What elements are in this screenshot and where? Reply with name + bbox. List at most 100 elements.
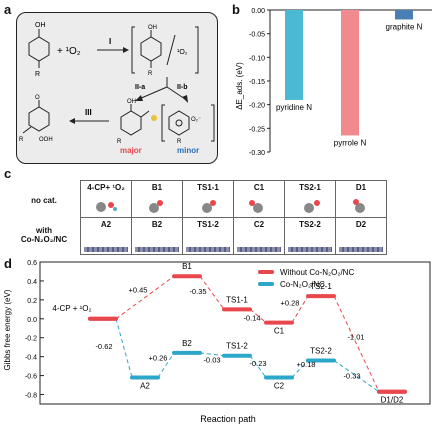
chart-d-annotation: -1.01 xyxy=(347,333,364,342)
svg-text:R: R xyxy=(177,139,182,145)
star-marker xyxy=(151,115,157,121)
oh-label: OH xyxy=(35,22,46,29)
chart-d-tick-label: 0.0 xyxy=(27,317,37,324)
svg-text:OH: OH xyxy=(148,25,157,31)
chart-d-frame xyxy=(39,261,431,405)
chart-d-xlabel: Reaction path xyxy=(200,414,256,424)
chart-d-annotation: +0.26 xyxy=(149,353,168,362)
reaction-scheme-panel: OH R + ¹O₂ I OH R ¹O₂ II-a II-b xyxy=(16,12,218,164)
chart-d-state-label: C1 xyxy=(274,327,285,336)
panel-label-d: d xyxy=(4,256,12,271)
o2-in-bracket: ¹O₂ xyxy=(177,49,188,56)
chart-b-tick-label: -0.05 xyxy=(249,32,265,39)
chart-d-annotation: +0.28 xyxy=(281,299,300,308)
panel-label-c: c xyxy=(4,166,12,181)
chart-b-bar xyxy=(395,10,413,20)
legend-swatch-red xyxy=(258,270,274,274)
table-cell: TS2-2 xyxy=(284,217,336,255)
chart-d-state-label: TS1-2 xyxy=(226,342,248,351)
chart-d-state-label: TS1-1 xyxy=(226,295,248,304)
step-3-label: III xyxy=(85,108,92,117)
panel-label-b: b xyxy=(232,2,240,17)
svg-text:OH: OH xyxy=(127,99,136,105)
table-cell: D2 xyxy=(335,217,387,255)
chart-b-bar-label: graphite N xyxy=(386,22,423,31)
reaction-scheme: OH R + ¹O₂ I OH R ¹O₂ II-a II-b xyxy=(19,22,215,155)
chart-d-state-label: B1 xyxy=(182,262,192,271)
energy-profile-chart: Gibbs free energy (eV) Reaction path 0.6… xyxy=(3,260,431,424)
svg-text:R: R xyxy=(148,71,153,77)
chart-d-connector xyxy=(291,360,309,378)
chart-b-bar-label: pyrrole N xyxy=(334,138,367,147)
ooh-label: OOH xyxy=(39,137,53,143)
chart-d-annotation: -0.62 xyxy=(95,342,112,351)
chart-d-connector xyxy=(249,308,267,323)
chart-d-annotation: +0.45 xyxy=(129,285,148,294)
chart-d-annotation: -0.03 xyxy=(203,355,220,364)
chart-d-state-label: TS2-2 xyxy=(310,346,332,355)
chart-d-tick-label: -0.4 xyxy=(25,355,37,362)
chart-d-state-label: D1/D2 xyxy=(381,396,404,405)
chart-d-tick-label: -0.2 xyxy=(25,336,37,343)
table-row: 4-CP+ ¹O₂ B1 TS1-1 C1 TS2-1 D1 xyxy=(80,180,387,218)
row-label-with-cat: with Co-N₂O₂/NC xyxy=(20,226,68,244)
table-cell: A2 xyxy=(80,217,132,255)
chart-d-state-label: 4-CP + ¹O₂ xyxy=(52,304,91,313)
table-cell: B1 xyxy=(131,180,183,218)
step-1-label: I xyxy=(109,37,111,46)
chart-b-ylabel: ΔE_ads. (eV) xyxy=(235,62,244,110)
legend-label-no-cat: Without Co-N₂O₂/NC xyxy=(280,268,354,277)
table-cell: TS1-2 xyxy=(182,217,234,255)
chart-d-state-label: C2 xyxy=(274,381,285,390)
chart-d-connector xyxy=(115,275,175,320)
step-2a-label: II-a xyxy=(135,84,145,91)
panel-label-a: a xyxy=(4,2,12,17)
table-cell: 4-CP+ ¹O₂ xyxy=(80,180,132,218)
table-cell: C1 xyxy=(233,180,285,218)
chart-d-tick-label: 0.6 xyxy=(27,260,37,267)
svg-text:R: R xyxy=(117,139,122,145)
chart-d-annotation: -0.33 xyxy=(343,371,360,380)
chart-d-tick-label: -0.8 xyxy=(25,393,37,400)
table-cell: TS2-1 xyxy=(284,180,336,218)
chart-d-connector xyxy=(291,295,309,323)
chart-d-state-label: B2 xyxy=(182,339,192,348)
chart-b-tick-label: -0.10 xyxy=(249,55,265,62)
phenol-molecule xyxy=(28,29,50,68)
r-label: R xyxy=(35,71,40,78)
chart-d-connector xyxy=(333,360,380,393)
chart-b-tick-label: -0.30 xyxy=(249,150,265,157)
chart-d-connector xyxy=(249,355,267,378)
svg-text:O₂⁻: O₂⁻ xyxy=(191,117,201,123)
chart-d-ylabel: Gibbs free energy (eV) xyxy=(3,289,12,370)
chart-b-bar xyxy=(285,10,303,100)
chart-d-annotation: -0.23 xyxy=(249,359,266,368)
chart-d-annotation: -0.14 xyxy=(243,314,260,323)
structures-table: 4-CP+ ¹O₂ B1 TS1-1 C1 TS2-1 D1 A2 B2 TS1… xyxy=(80,180,387,255)
svg-text:R: R xyxy=(19,137,24,143)
chart-b-tick-label: -0.15 xyxy=(249,79,265,86)
chart-b-tick-label: -0.20 xyxy=(249,103,265,110)
major-label: major xyxy=(120,146,142,155)
legend-swatch-blue xyxy=(258,282,274,286)
chart-d-state-label: A2 xyxy=(140,381,150,390)
chart-d-annotation: -0.35 xyxy=(189,287,206,296)
table-cell: B2 xyxy=(131,217,183,255)
chart-d-connector xyxy=(157,352,175,378)
chart-d-connector xyxy=(115,318,133,378)
reagent-label: + ¹O₂ xyxy=(57,46,81,57)
table-cell: TS1-1 xyxy=(182,180,234,218)
chart-d-state-label: TS2-1 xyxy=(310,282,332,291)
chart-b-bar-label: pyridine N xyxy=(276,103,312,112)
minor-label: minor xyxy=(177,146,199,155)
adsorption-energy-chart: ΔE_ads. (eV) 0.00 -0.05 -0.10 -0.15 -0.20 -0.… xyxy=(235,8,432,157)
chart-d-connector xyxy=(333,295,380,392)
chart-d-annotation: +0.18 xyxy=(297,360,316,369)
chart-b-tick-label: 0.00 xyxy=(251,8,265,15)
legend: Without Co-N₂O₂/NC Co-N₂O₂/NC xyxy=(258,268,354,289)
chart-b-bar xyxy=(341,10,359,136)
chart-b-tick-label: -0.25 xyxy=(249,126,265,133)
legend-label-cat: Co-N₂O₂/NC xyxy=(280,280,325,289)
table-cell: C2 xyxy=(233,217,285,255)
chart-d-tick-label: 0.2 xyxy=(27,298,37,305)
